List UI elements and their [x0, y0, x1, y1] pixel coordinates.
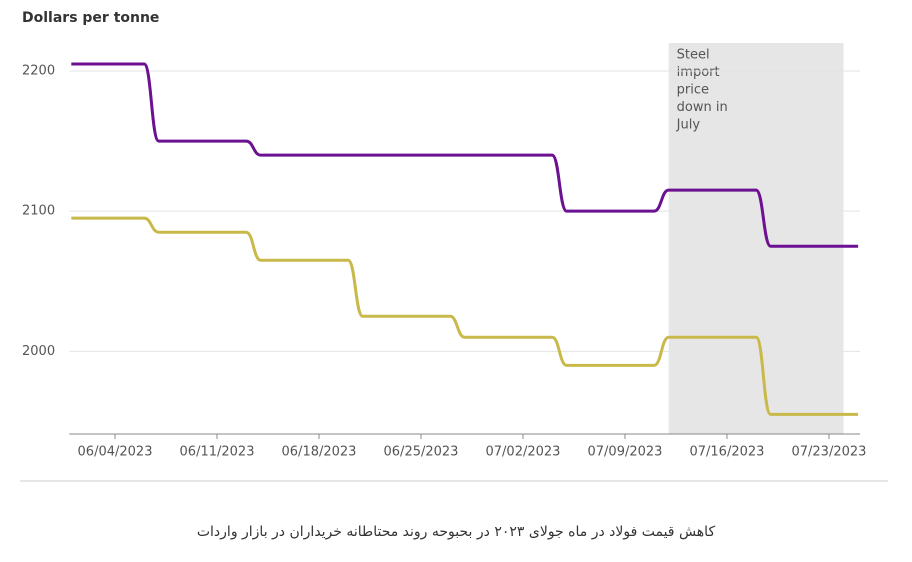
annotation: Steel — [677, 48, 710, 63]
chart: Dollars per tonne Steel import price down i… — [20, 10, 888, 482]
x-tick-label: 06/25/2023 — [384, 445, 459, 460]
annotation: July — [676, 118, 701, 133]
x-tick-label: 07/16/2023 — [689, 445, 764, 460]
annotation: import — [677, 65, 720, 80]
y-tick-label: 2100 — [22, 204, 55, 219]
x-tick-label: 06/18/2023 — [282, 445, 357, 460]
caption: کاهش قیمت فولاد در ماه جولای ۲۰۲۳ در بحب… — [196, 524, 716, 540]
y-tick-label: 2200 — [22, 64, 55, 79]
x-tick-label: 06/11/2023 — [180, 445, 255, 460]
x-tick-label: 07/23/2023 — [791, 445, 866, 460]
x-tick-label: 07/02/2023 — [486, 445, 561, 460]
x-tick-label: 07/09/2023 — [588, 445, 663, 460]
line — [71, 62, 859, 248]
y-axis-label: Dollars per tonne — [22, 10, 159, 26]
x-tick-label: 06/04/2023 — [78, 445, 153, 460]
y-tick-label: 2000 — [22, 344, 55, 359]
annotation: down in — [677, 100, 728, 115]
highlight-band — [668, 43, 844, 434]
annotation: price — [677, 83, 709, 98]
line — [71, 216, 859, 416]
